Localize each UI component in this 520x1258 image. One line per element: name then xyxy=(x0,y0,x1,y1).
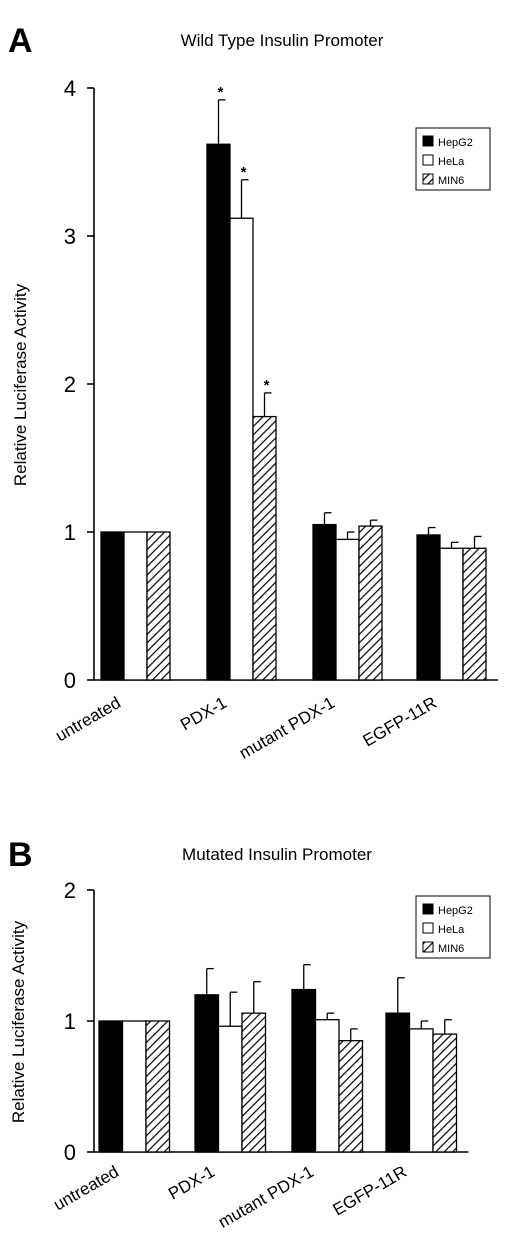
y-tick-label: 1 xyxy=(64,1009,76,1034)
bar-min6-pdx-1 xyxy=(252,415,277,681)
y-tick-label: 4 xyxy=(64,76,76,101)
bar-min6-egfp-11r xyxy=(462,547,487,681)
x-category-label: mutant PDX-1 xyxy=(236,693,338,763)
y-tick-label: 0 xyxy=(64,668,76,693)
bar-min6-egfp-11r xyxy=(432,1033,458,1153)
y-axis-title-b: Relative Luciferase Activity xyxy=(9,920,28,1123)
x-category-label: EGFP-11R xyxy=(330,1162,410,1219)
bar-min6-untreated xyxy=(145,1020,171,1153)
bar-min6-pdx-1 xyxy=(241,1012,267,1153)
legend: HepG2 HeLa MIN6 xyxy=(415,127,491,191)
significance-marker: * xyxy=(264,377,270,394)
y-tick-label: 2 xyxy=(64,878,76,903)
y-tick-label: 1 xyxy=(64,520,76,545)
y-axis-title-a: Relative Luciferase Activity xyxy=(11,283,30,486)
bar-min6-untreated xyxy=(146,531,171,681)
legend-swatch xyxy=(422,135,434,147)
legend-entry: MIN6 xyxy=(438,175,464,187)
bar-hepg2-pdx-1 xyxy=(206,143,231,681)
bar-hela-egfp-11r xyxy=(408,1028,434,1153)
legend-entry: HeLa xyxy=(438,924,465,936)
x-category-label: PDX-1 xyxy=(177,693,230,734)
bar-hepg2-untreated xyxy=(98,1020,124,1153)
significance-marker: * xyxy=(241,164,247,181)
chart-title-a: Wild Type Insulin Promoter xyxy=(181,31,384,50)
chart-title-b: Mutated Insulin Promoter xyxy=(182,845,372,864)
bar-hepg2-mutant-pdx-1 xyxy=(291,988,317,1153)
y-axis-label-b: Relative Luciferase Activity xyxy=(9,920,28,1123)
x-category-label: mutant PDX-1 xyxy=(215,1162,317,1232)
bar-hela-egfp-11r xyxy=(439,547,464,681)
bar-hela-mutant-pdx-1 xyxy=(335,538,360,681)
legend: HepG2 HeLa MIN6 xyxy=(415,895,491,959)
x-category-label: untreated xyxy=(52,693,124,745)
legend-entry: HepG2 xyxy=(438,137,473,149)
chart-panel-b: B Mutated Insulin Promoter Relative Luci… xyxy=(8,836,491,1232)
legend-entry: HepG2 xyxy=(438,905,473,917)
bar-min6-mutant-pdx-1 xyxy=(358,525,383,681)
bar-hepg2-mutant-pdx-1 xyxy=(312,523,337,681)
legend-swatch xyxy=(422,173,434,185)
bar-hela-untreated xyxy=(121,1020,147,1153)
panel-letter-b: B xyxy=(8,836,33,874)
legend-swatch xyxy=(422,941,434,953)
legend-swatch xyxy=(422,922,434,934)
bar-hepg2-egfp-11r xyxy=(385,1012,411,1153)
plot-area-a: 0 1 2 3 4 * * * untreated PDX-1 mutant PDX-1 EGFP-1… xyxy=(52,76,498,763)
legend-entry: HeLa xyxy=(438,156,465,168)
bar-hela-pdx-1 xyxy=(217,1025,243,1153)
panel-letter-a: A xyxy=(8,22,33,60)
legend-entry: MIN6 xyxy=(438,943,464,955)
x-category-label: untreated xyxy=(50,1162,122,1214)
y-axis-label-a: Relative Luciferase Activity xyxy=(11,283,30,486)
y-tick-label: 3 xyxy=(64,224,76,249)
chart-panel-a: A Wild Type Insulin Promoter Relative Lu… xyxy=(8,22,498,763)
x-category-label: EGFP-11R xyxy=(360,693,440,750)
bar-hela-mutant-pdx-1 xyxy=(314,1019,340,1153)
legend-swatch xyxy=(422,154,434,166)
x-category-label: PDX-1 xyxy=(165,1162,218,1203)
significance-marker: * xyxy=(218,84,224,101)
bar-hela-pdx-1 xyxy=(229,217,254,681)
legend-swatch xyxy=(422,903,434,915)
bar-hepg2-pdx-1 xyxy=(194,994,220,1153)
bar-min6-mutant-pdx-1 xyxy=(338,1040,364,1153)
bar-hela-untreated xyxy=(123,531,148,681)
y-tick-label: 0 xyxy=(64,1140,76,1165)
y-tick-label: 2 xyxy=(64,372,76,397)
bar-hepg2-untreated xyxy=(100,531,125,681)
bar-hepg2-egfp-11r xyxy=(416,534,441,681)
